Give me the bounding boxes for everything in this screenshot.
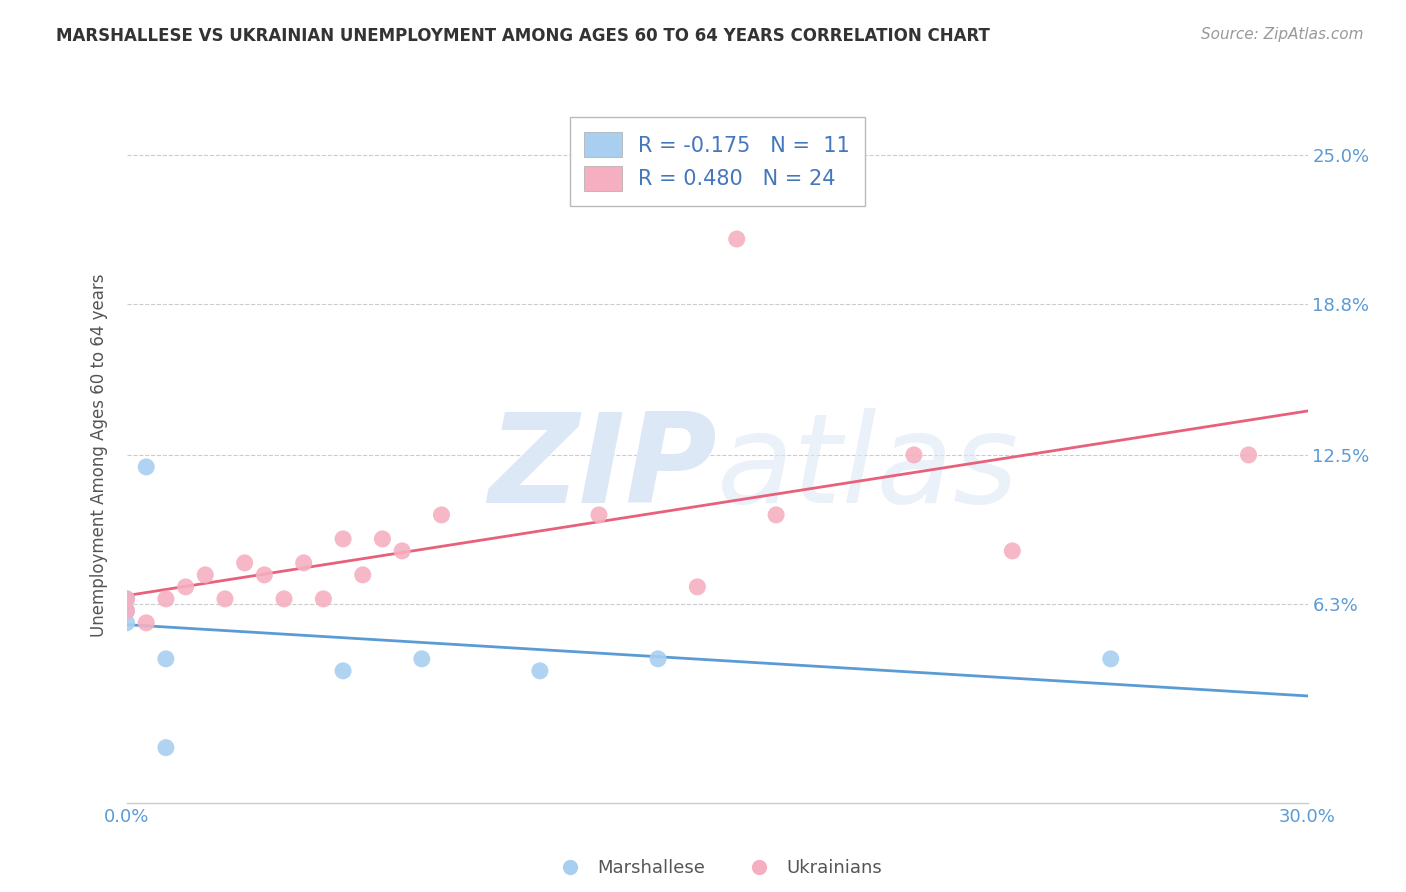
Point — [686, 580, 709, 594]
Point — [725, 232, 748, 246]
Text: atlas: atlas — [717, 409, 1019, 529]
Point — [647, 652, 669, 666]
Text: Source: ZipAtlas.com: Source: ZipAtlas.com — [1201, 27, 1364, 42]
Point — [371, 532, 394, 546]
Point — [352, 567, 374, 582]
Point — [391, 544, 413, 558]
Point — [115, 604, 138, 618]
Point — [1001, 544, 1024, 558]
Point — [312, 591, 335, 606]
Point — [155, 652, 177, 666]
Y-axis label: Unemployment Among Ages 60 to 64 years: Unemployment Among Ages 60 to 64 years — [90, 273, 108, 637]
Point — [765, 508, 787, 522]
Point — [174, 580, 197, 594]
Text: MARSHALLESE VS UKRAINIAN UNEMPLOYMENT AMONG AGES 60 TO 64 YEARS CORRELATION CHAR: MARSHALLESE VS UKRAINIAN UNEMPLOYMENT AM… — [56, 27, 990, 45]
Point — [135, 615, 157, 630]
Point — [332, 664, 354, 678]
Text: ZIP: ZIP — [488, 409, 717, 529]
Point — [115, 604, 138, 618]
Point — [273, 591, 295, 606]
Point — [135, 459, 157, 474]
Point — [155, 740, 177, 755]
Point — [411, 652, 433, 666]
Point — [588, 508, 610, 522]
Point — [194, 567, 217, 582]
Point — [332, 532, 354, 546]
Point — [155, 591, 177, 606]
Point — [292, 556, 315, 570]
Point — [1099, 652, 1122, 666]
Point — [1237, 448, 1260, 462]
Point — [430, 508, 453, 522]
Point — [233, 556, 256, 570]
Point — [115, 591, 138, 606]
Point — [529, 664, 551, 678]
Point — [253, 567, 276, 582]
Point — [115, 615, 138, 630]
Legend: Marshallese, Ukrainians: Marshallese, Ukrainians — [546, 852, 889, 884]
Point — [115, 591, 138, 606]
Point — [903, 448, 925, 462]
Point — [214, 591, 236, 606]
